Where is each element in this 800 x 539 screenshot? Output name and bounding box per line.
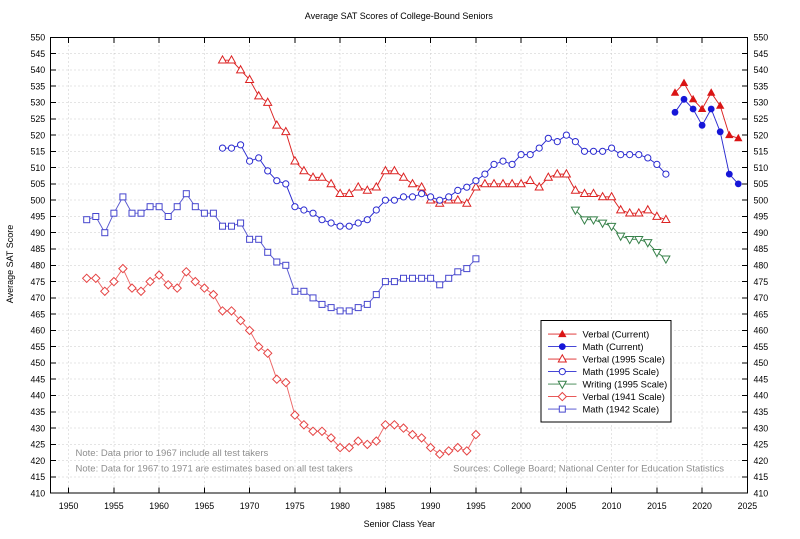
svg-text:420: 420 xyxy=(754,456,769,466)
svg-text:415: 415 xyxy=(31,472,46,482)
svg-text:425: 425 xyxy=(31,440,46,450)
svg-text:465: 465 xyxy=(754,309,769,319)
svg-text:455: 455 xyxy=(754,342,769,352)
svg-text:545: 545 xyxy=(754,49,769,59)
svg-text:510: 510 xyxy=(754,163,769,173)
svg-text:515: 515 xyxy=(754,147,769,157)
svg-text:Math (Current): Math (Current) xyxy=(583,341,644,352)
svg-text:520: 520 xyxy=(31,130,46,140)
svg-text:Senior Class Year: Senior Class Year xyxy=(364,519,436,529)
svg-text:460: 460 xyxy=(754,326,769,336)
svg-text:435: 435 xyxy=(754,407,769,417)
svg-text:435: 435 xyxy=(31,407,46,417)
svg-text:440: 440 xyxy=(31,391,46,401)
svg-text:1995: 1995 xyxy=(466,501,486,511)
svg-text:430: 430 xyxy=(31,423,46,433)
svg-text:415: 415 xyxy=(754,472,769,482)
svg-text:475: 475 xyxy=(754,277,769,287)
svg-text:480: 480 xyxy=(754,261,769,271)
svg-text:1955: 1955 xyxy=(104,501,124,511)
svg-text:540: 540 xyxy=(754,65,769,75)
svg-text:Note: Data prior to 1967 inclu: Note: Data prior to 1967 include all tes… xyxy=(76,448,269,459)
svg-text:455: 455 xyxy=(31,342,46,352)
svg-text:525: 525 xyxy=(31,114,46,124)
svg-text:540: 540 xyxy=(31,65,46,75)
svg-text:Verbal (1995 Scale): Verbal (1995 Scale) xyxy=(583,353,665,364)
svg-text:1965: 1965 xyxy=(195,501,215,511)
svg-text:2005: 2005 xyxy=(557,501,577,511)
svg-text:2010: 2010 xyxy=(602,501,622,511)
svg-text:500: 500 xyxy=(754,195,769,205)
svg-text:530: 530 xyxy=(754,98,769,108)
svg-text:Sources: College Board; Nation: Sources: College Board; National Center … xyxy=(453,463,724,474)
svg-text:1950: 1950 xyxy=(59,501,79,511)
svg-text:475: 475 xyxy=(31,277,46,287)
svg-text:Verbal (Current): Verbal (Current) xyxy=(583,328,650,339)
svg-text:505: 505 xyxy=(31,179,46,189)
svg-text:1975: 1975 xyxy=(285,501,305,511)
svg-text:550: 550 xyxy=(754,33,769,43)
svg-text:460: 460 xyxy=(31,326,46,336)
svg-text:1960: 1960 xyxy=(149,501,169,511)
svg-text:450: 450 xyxy=(754,358,769,368)
svg-text:535: 535 xyxy=(31,81,46,91)
svg-text:520: 520 xyxy=(754,130,769,140)
svg-text:410: 410 xyxy=(754,488,769,498)
svg-text:2000: 2000 xyxy=(511,501,531,511)
svg-text:525: 525 xyxy=(754,114,769,124)
svg-text:465: 465 xyxy=(31,309,46,319)
svg-text:490: 490 xyxy=(31,228,46,238)
svg-text:495: 495 xyxy=(754,212,769,222)
svg-text:Writing (1995 Scale): Writing (1995 Scale) xyxy=(583,378,668,389)
svg-text:1980: 1980 xyxy=(330,501,350,511)
svg-text:470: 470 xyxy=(754,293,769,303)
svg-text:505: 505 xyxy=(754,179,769,189)
svg-text:1990: 1990 xyxy=(421,501,441,511)
svg-text:Average SAT Score: Average SAT Score xyxy=(5,225,15,304)
svg-text:425: 425 xyxy=(754,440,769,450)
svg-text:2020: 2020 xyxy=(692,501,712,511)
svg-text:Note: Data for 1967 to 1971 ar: Note: Data for 1967 to 1971 are estimate… xyxy=(76,463,353,474)
svg-text:495: 495 xyxy=(31,212,46,222)
svg-text:535: 535 xyxy=(754,81,769,91)
svg-text:430: 430 xyxy=(754,423,769,433)
svg-text:445: 445 xyxy=(754,374,769,384)
svg-text:Average SAT Scores of College-: Average SAT Scores of College-Bound Seni… xyxy=(305,11,494,21)
svg-text:2015: 2015 xyxy=(647,501,667,511)
svg-text:490: 490 xyxy=(754,228,769,238)
svg-text:1985: 1985 xyxy=(376,501,396,511)
svg-text:485: 485 xyxy=(31,244,46,254)
svg-text:1970: 1970 xyxy=(240,501,260,511)
svg-text:Verbal (1941 Scale): Verbal (1941 Scale) xyxy=(583,391,665,402)
svg-text:480: 480 xyxy=(31,261,46,271)
svg-text:515: 515 xyxy=(31,147,46,157)
svg-text:440: 440 xyxy=(754,391,769,401)
svg-text:445: 445 xyxy=(31,374,46,384)
svg-text:2025: 2025 xyxy=(738,501,758,511)
svg-text:545: 545 xyxy=(31,49,46,59)
svg-text:Math (1942 Scale): Math (1942 Scale) xyxy=(583,403,660,414)
svg-text:Math (1995 Scale): Math (1995 Scale) xyxy=(583,366,660,377)
svg-text:510: 510 xyxy=(31,163,46,173)
svg-text:485: 485 xyxy=(754,244,769,254)
svg-text:410: 410 xyxy=(31,488,46,498)
svg-text:530: 530 xyxy=(31,98,46,108)
svg-text:420: 420 xyxy=(31,456,46,466)
svg-text:470: 470 xyxy=(31,293,46,303)
svg-text:500: 500 xyxy=(31,195,46,205)
svg-text:550: 550 xyxy=(31,33,46,43)
svg-text:450: 450 xyxy=(31,358,46,368)
